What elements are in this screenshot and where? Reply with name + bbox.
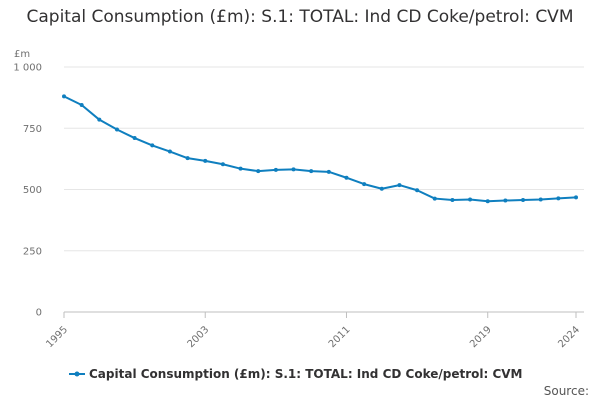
data-point[interactable] bbox=[256, 169, 261, 174]
data-point[interactable] bbox=[379, 186, 384, 191]
data-point[interactable] bbox=[485, 199, 490, 204]
data-point[interactable] bbox=[203, 158, 208, 163]
series-plot bbox=[62, 94, 578, 204]
data-point[interactable] bbox=[150, 143, 155, 148]
x-tick-label: 2024 bbox=[556, 324, 582, 350]
data-point[interactable] bbox=[273, 167, 278, 172]
data-point[interactable] bbox=[344, 175, 349, 180]
y-axis-ticks: 0 250 500 750 1 000 bbox=[13, 63, 42, 319]
data-point[interactable] bbox=[503, 198, 508, 203]
data-point[interactable] bbox=[62, 94, 66, 99]
chart-title: Capital Consumption (£m): S.1: TOTAL: In… bbox=[26, 7, 574, 27]
data-point[interactable] bbox=[521, 198, 526, 203]
source-label: Source: bbox=[544, 384, 589, 398]
data-point[interactable] bbox=[79, 102, 84, 107]
data-point[interactable] bbox=[291, 167, 296, 172]
x-tick-label: 2011 bbox=[327, 324, 353, 350]
data-point[interactable] bbox=[220, 162, 225, 167]
legend-label[interactable]: Capital Consumption (£m): S.1: TOTAL: In… bbox=[89, 367, 523, 381]
data-point[interactable] bbox=[397, 183, 402, 188]
data-point[interactable] bbox=[185, 156, 190, 161]
data-point[interactable] bbox=[468, 197, 473, 202]
data-point[interactable] bbox=[326, 169, 331, 174]
y-tick-label: 250 bbox=[23, 246, 42, 257]
y-tick-label: 500 bbox=[23, 185, 42, 196]
gridlines bbox=[64, 66, 584, 313]
x-tick-label: 2019 bbox=[468, 324, 494, 350]
data-point[interactable] bbox=[97, 117, 102, 122]
data-point[interactable] bbox=[132, 136, 137, 141]
x-tick-label: 1995 bbox=[44, 324, 70, 350]
legend-marker bbox=[74, 371, 80, 377]
data-point[interactable] bbox=[538, 197, 543, 202]
x-axis-ticks: 1995 2003 2011 2019 2024 bbox=[44, 312, 582, 350]
y-tick-label: 0 bbox=[36, 308, 42, 319]
data-point[interactable] bbox=[238, 166, 243, 171]
data-point[interactable] bbox=[309, 169, 314, 174]
y-tick-label: 750 bbox=[23, 124, 42, 135]
data-point[interactable] bbox=[167, 149, 172, 154]
x-tick-label: 2003 bbox=[186, 324, 212, 350]
y-tick-label: 1 000 bbox=[13, 63, 42, 74]
data-point[interactable] bbox=[556, 196, 561, 201]
data-point[interactable] bbox=[114, 127, 119, 132]
data-point[interactable] bbox=[362, 182, 367, 187]
data-point[interactable] bbox=[450, 198, 455, 203]
series-line bbox=[63, 95, 577, 203]
data-point[interactable] bbox=[432, 196, 437, 201]
y-axis-unit: £m bbox=[14, 49, 30, 60]
data-point[interactable] bbox=[415, 188, 420, 193]
legend[interactable]: Capital Consumption (£m): S.1: TOTAL: In… bbox=[69, 367, 523, 381]
data-point[interactable] bbox=[574, 195, 578, 200]
